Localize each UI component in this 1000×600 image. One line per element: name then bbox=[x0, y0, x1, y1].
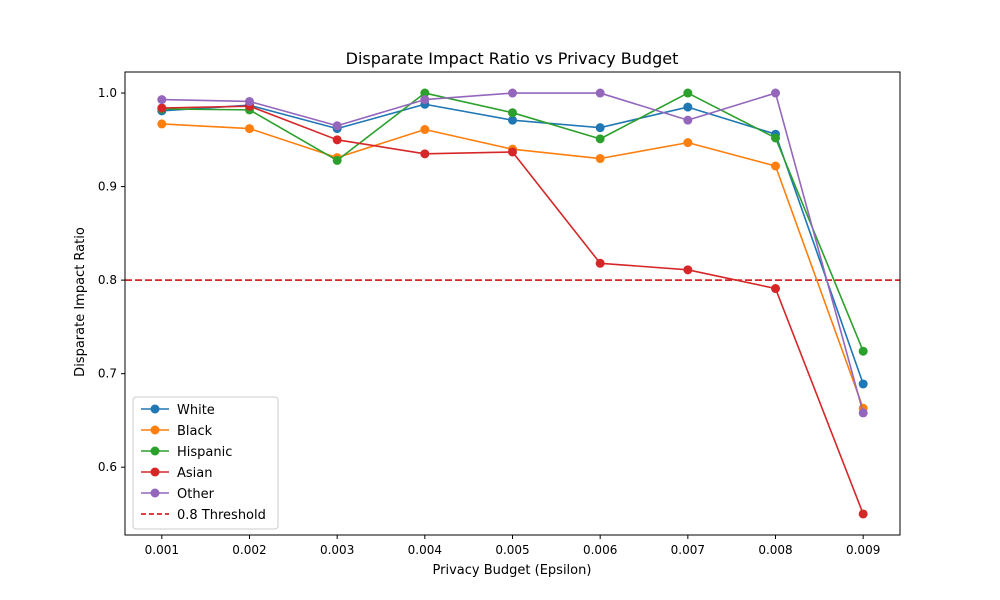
x-tick-label: 0.003 bbox=[320, 543, 354, 557]
data-point-other bbox=[244, 96, 254, 106]
legend-box bbox=[132, 396, 279, 530]
data-point-other bbox=[420, 95, 430, 105]
data-point-black bbox=[244, 124, 254, 134]
legend-label-threshold: 0.8 Threshold bbox=[177, 508, 266, 523]
legend-marker-white bbox=[150, 404, 160, 414]
legend: White Black Hispanic Asian Other 0.8 Threshol… bbox=[132, 396, 279, 530]
data-point-other bbox=[508, 88, 517, 98]
data-point-other bbox=[858, 408, 868, 418]
data-point-asian bbox=[420, 149, 430, 159]
legend-label-asian: Asian bbox=[177, 466, 212, 481]
x-tick-label: 0.009 bbox=[846, 543, 880, 557]
y-tick-label: 0.8 bbox=[98, 273, 117, 287]
axes: 0.001 0.002 0.003 0.004 0.005 0.006 0.007 0.008… bbox=[98, 71, 901, 557]
y-tick-label: 1.0 bbox=[98, 86, 117, 100]
legend-label-hispanic: Hispanic bbox=[177, 445, 232, 460]
chart-title: Disparate Impact Ratio vs Privacy Budget bbox=[346, 49, 679, 68]
data-point-other bbox=[595, 88, 605, 98]
x-axis-label: Privacy Budget (Epsilon) bbox=[433, 563, 592, 578]
data-point-asian bbox=[683, 265, 693, 275]
data-point-asian bbox=[771, 284, 781, 294]
data-point-black bbox=[683, 138, 693, 148]
data-point-black bbox=[157, 119, 167, 129]
data-point-other bbox=[157, 95, 167, 105]
data-point-hispanic bbox=[771, 133, 781, 143]
data-point-asian bbox=[508, 147, 517, 157]
data-point-white bbox=[858, 379, 868, 389]
x-tick-label: 0.002 bbox=[232, 543, 266, 557]
x-tick-label: 0.005 bbox=[495, 543, 529, 557]
legend-label-other: Other bbox=[177, 487, 215, 502]
data-point-other bbox=[683, 115, 693, 125]
x-tick-label: 0.004 bbox=[408, 543, 442, 557]
plot-area bbox=[125, 88, 900, 519]
legend-label-black: Black bbox=[177, 424, 213, 439]
x-tick-label: 0.001 bbox=[145, 543, 179, 557]
data-point-hispanic bbox=[508, 108, 517, 118]
data-point-hispanic bbox=[420, 88, 430, 98]
legend-marker-black bbox=[150, 425, 160, 435]
data-point-other bbox=[332, 121, 342, 131]
data-point-hispanic bbox=[332, 155, 342, 165]
legend-label-white: White bbox=[177, 403, 215, 418]
data-point-white bbox=[508, 115, 517, 125]
legend-marker-hispanic bbox=[150, 446, 160, 456]
y-axis-label: Disparate Impact Ratio bbox=[73, 227, 88, 377]
data-point-asian bbox=[858, 509, 868, 519]
x-tick-label: 0.008 bbox=[758, 543, 792, 557]
x-tick-label: 0.007 bbox=[671, 543, 705, 557]
data-point-black bbox=[595, 154, 605, 164]
data-point-asian bbox=[157, 103, 167, 113]
data-point-black bbox=[771, 161, 781, 171]
data-point-asian bbox=[332, 135, 342, 145]
legend-marker-asian bbox=[150, 467, 160, 477]
data-point-white bbox=[595, 123, 605, 133]
data-point-hispanic bbox=[683, 88, 693, 98]
y-tick-label: 0.6 bbox=[98, 460, 117, 474]
data-point-hispanic bbox=[595, 134, 605, 144]
y-tick-label: 0.7 bbox=[98, 367, 117, 381]
x-tick-label: 0.006 bbox=[583, 543, 617, 557]
data-point-white bbox=[683, 102, 693, 112]
y-tick-label: 0.9 bbox=[98, 180, 117, 194]
legend-marker-other bbox=[150, 488, 160, 498]
data-point-other bbox=[771, 88, 781, 98]
data-point-black bbox=[420, 125, 430, 135]
data-point-hispanic bbox=[858, 346, 868, 356]
data-point-asian bbox=[595, 258, 605, 268]
